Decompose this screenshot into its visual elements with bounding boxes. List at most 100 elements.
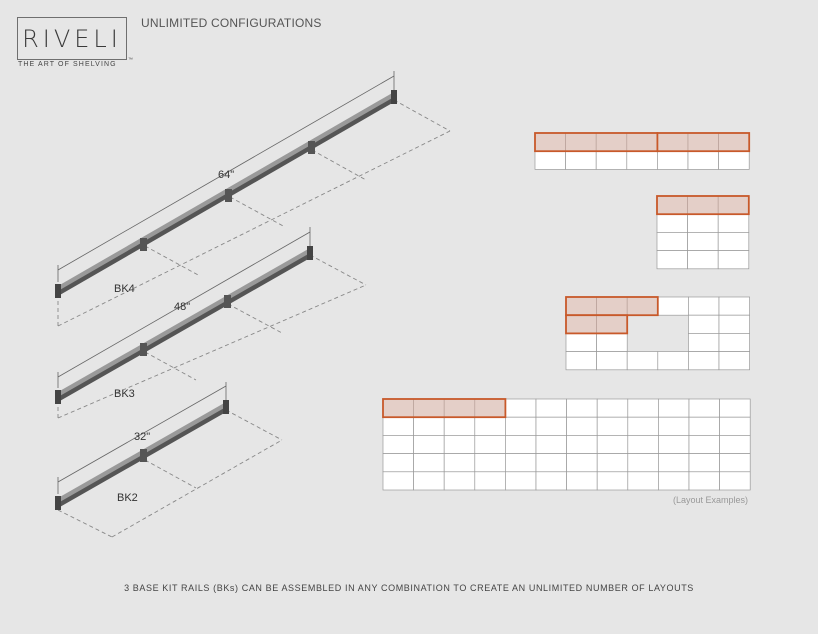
- highlighted-shelf-cell: [565, 314, 597, 334]
- shelf-cell: [717, 213, 750, 233]
- shelf-cell: [658, 398, 690, 418]
- shelf-cell: [719, 416, 751, 436]
- shelf-cell: [534, 150, 566, 170]
- shelf-cell: [656, 232, 688, 251]
- shelf-cell: [535, 453, 567, 473]
- shelf-cell: [413, 471, 445, 491]
- shelf-cell: [382, 471, 414, 491]
- shelf-cell: [719, 471, 751, 491]
- brand-logo: RIVELI: [17, 17, 127, 60]
- layout-example-2: [656, 195, 750, 270]
- shelf-cell: [566, 453, 598, 473]
- shelf-cell: [718, 333, 750, 352]
- shelf-cell: [566, 398, 598, 418]
- shelf-cell: [627, 416, 659, 436]
- shelf-cell: [413, 435, 445, 454]
- shelf-cell: [717, 232, 750, 251]
- shelf-cell: [413, 416, 445, 436]
- shelf-cell: [687, 250, 719, 270]
- highlighted-shelf-cell: [718, 132, 750, 152]
- highlighted-shelf-cell: [595, 132, 628, 152]
- shelf-cell: [566, 471, 598, 491]
- highlighted-shelf-cell: [565, 132, 597, 152]
- highlighted-shelf-cell: [596, 314, 628, 334]
- shelf-cell: [627, 398, 659, 418]
- shelf-cell: [656, 213, 688, 233]
- shelf-cell: [474, 453, 506, 473]
- shelf-cell: [688, 435, 720, 454]
- shelf-cell: [596, 435, 629, 454]
- shelf-cell: [688, 351, 720, 371]
- shelf-cell: [474, 416, 506, 436]
- rail-bk2-label: BK2: [117, 492, 138, 504]
- shelf-cell: [596, 351, 628, 371]
- shelf-cell: [719, 453, 751, 473]
- highlighted-shelf-cell: [382, 398, 414, 418]
- rail-group-outline: [565, 314, 629, 335]
- rail-bk3-label: BK3: [114, 388, 135, 400]
- rail-bk2-length: 32": [134, 431, 150, 443]
- shelf-cell: [413, 453, 445, 473]
- shelf-cell: [657, 150, 689, 170]
- shelf-cell: [505, 416, 537, 436]
- shelf-cell: [688, 296, 720, 316]
- shelf-cell: [656, 250, 688, 270]
- shelf-cell: [718, 296, 750, 316]
- shelf-cell: [596, 453, 629, 473]
- shelf-cell: [535, 416, 567, 436]
- shelf-cell: [717, 250, 750, 270]
- highlighted-shelf-cell: [687, 132, 719, 152]
- shelf-cell: [505, 453, 537, 473]
- shelf-cell: [626, 150, 658, 170]
- shelf-cell: [566, 435, 598, 454]
- shelf-cell: [474, 471, 506, 491]
- rail-bk4-length: 64": [218, 169, 234, 181]
- shelf-cell: [688, 416, 720, 436]
- footer-caption: 3 BASE KIT RAILS (BKs) CAN BE ASSEMBLED …: [124, 583, 694, 593]
- shelf-cell: [718, 314, 750, 334]
- shelf-cell: [658, 435, 690, 454]
- shelf-cell: [687, 150, 719, 170]
- shelf-cell: [535, 471, 567, 491]
- rail-group-outline: [656, 132, 751, 153]
- shelf-cell: [505, 435, 537, 454]
- rail-bk4-label: BK4: [114, 283, 135, 295]
- shelf-cell: [505, 398, 537, 418]
- shelf-cell: [688, 471, 720, 491]
- shelf-cell: [658, 453, 690, 473]
- highlighted-shelf-cell: [443, 398, 476, 418]
- shelf-cell: [443, 471, 476, 491]
- highlighted-shelf-cell: [565, 296, 597, 316]
- shelf-cell: [718, 351, 750, 371]
- rail-bk4: [55, 71, 451, 327]
- layout-examples-caption: (Layout Examples): [673, 495, 748, 505]
- shelf-cell: [626, 351, 659, 371]
- layout-examples: [382, 132, 751, 491]
- shelf-cell: [627, 471, 659, 491]
- shelf-cell: [688, 453, 720, 473]
- shelf-cell: [657, 296, 689, 316]
- shelf-cell: [565, 333, 597, 352]
- brand-name: RIVELI: [22, 24, 122, 53]
- highlighted-shelf-cell: [687, 195, 719, 215]
- shelf-cell: [687, 213, 719, 233]
- trademark-symbol: ™: [128, 57, 133, 63]
- highlighted-shelf-cell: [474, 398, 506, 418]
- highlighted-shelf-cell: [626, 132, 658, 152]
- brand-tagline: THE ART OF SHELVING: [18, 61, 117, 68]
- shelf-cell: [382, 416, 414, 436]
- shelf-cell: [688, 398, 720, 418]
- shelf-cell: [687, 232, 719, 251]
- layout-example-1: [534, 132, 751, 170]
- shelf-cell: [719, 435, 751, 454]
- shelf-cell: [627, 435, 659, 454]
- highlighted-shelf-cell: [626, 296, 659, 316]
- shelf-cell: [505, 471, 537, 491]
- highlighted-shelf-cell: [534, 132, 566, 152]
- shelf-cell: [688, 314, 720, 334]
- rail-bk3-length: 48": [174, 301, 190, 313]
- shelf-cell: [535, 435, 567, 454]
- shelf-cell: [688, 333, 720, 352]
- shelf-cell: [657, 351, 689, 371]
